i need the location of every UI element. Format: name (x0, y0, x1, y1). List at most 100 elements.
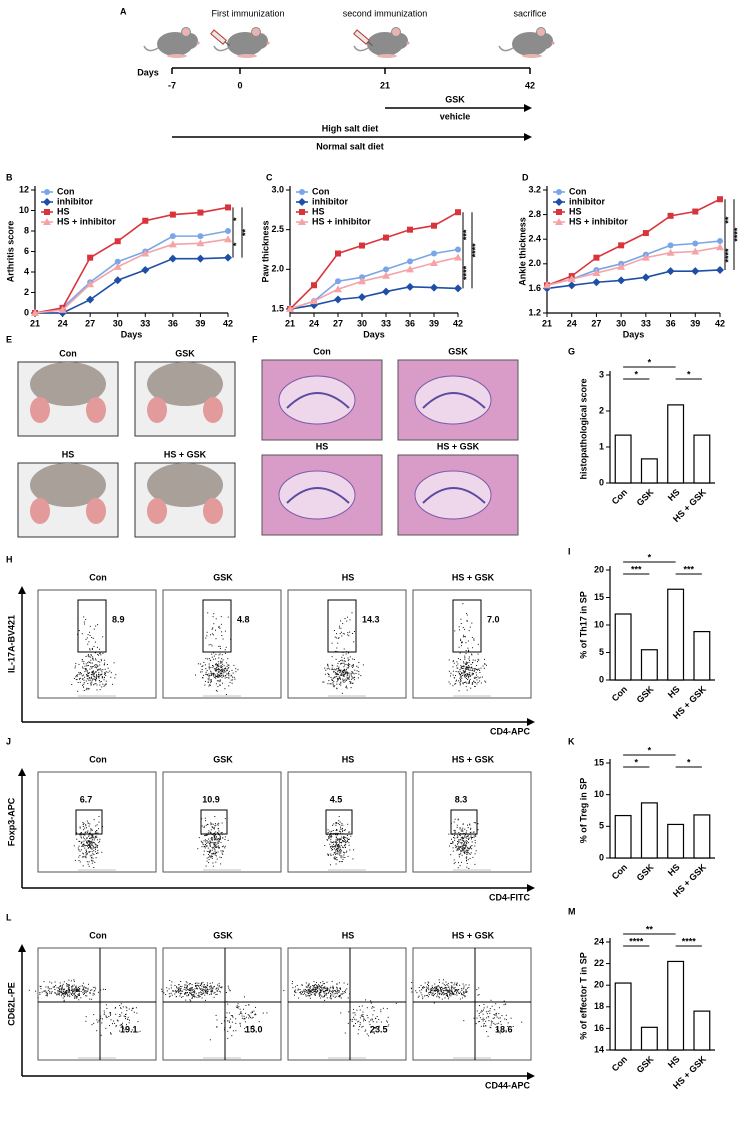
event-dot (440, 988, 441, 989)
event-dot (211, 645, 213, 647)
event-dot (441, 992, 443, 994)
event-dot (497, 1030, 499, 1032)
event-dot (332, 849, 334, 850)
event-dot (324, 673, 326, 675)
event-dot (352, 1012, 354, 1014)
event-dot (452, 660, 454, 662)
event-dot (177, 990, 179, 992)
event-dot (348, 659, 350, 660)
event-dot (336, 842, 338, 844)
event-dot (75, 989, 77, 991)
event-dot (220, 616, 222, 618)
event-dot (92, 637, 94, 639)
flow-plot (287, 947, 407, 1061)
event-dot (46, 995, 48, 997)
event-dot (347, 983, 348, 985)
event-dot (211, 653, 213, 655)
event-dot (66, 990, 68, 991)
event-dot (453, 993, 454, 995)
event-dot (248, 1004, 250, 1006)
event-dot (462, 636, 464, 638)
event-dot (324, 994, 326, 996)
event-dot (87, 840, 89, 842)
event-dot (85, 849, 87, 851)
event-dot (295, 986, 296, 988)
event-dot (184, 986, 185, 988)
event-dot (316, 988, 318, 989)
x-tick-label: 24 (309, 318, 319, 328)
event-dot (95, 658, 96, 660)
event-dot (89, 662, 91, 664)
significance: * (634, 757, 638, 767)
event-dot (209, 982, 211, 984)
event-dot (229, 681, 231, 683)
event-dot (336, 683, 338, 685)
event-dot (212, 666, 214, 668)
event-dot (208, 838, 210, 840)
event-dot (94, 836, 96, 838)
event-dot (125, 1018, 126, 1020)
event-dot (340, 674, 342, 676)
event-dot (218, 990, 220, 992)
event-dot (458, 626, 460, 628)
event-dot (459, 629, 460, 631)
event-dot (95, 683, 97, 684)
event-dot (469, 667, 471, 669)
event-dot (78, 986, 79, 988)
event-dot (343, 854, 345, 856)
marker (455, 209, 461, 216)
event-dot (330, 995, 332, 996)
event-dot (86, 845, 88, 846)
event-dot (351, 1020, 353, 1022)
event-dot (87, 683, 89, 684)
event-dot (102, 636, 104, 638)
paw (86, 397, 106, 423)
event-dot (465, 653, 467, 655)
event-dot (103, 685, 105, 687)
event-dot (482, 665, 484, 667)
event-dot (215, 831, 217, 833)
event-dot (208, 667, 210, 668)
event-dot (326, 993, 328, 994)
marker (407, 226, 413, 233)
event-dot (462, 683, 464, 685)
event-dot (472, 668, 474, 670)
event-dot (459, 998, 461, 1000)
event-dot (458, 992, 460, 994)
marker (431, 222, 437, 229)
event-dot (50, 992, 52, 994)
event-dot (104, 989, 106, 990)
event-dot (348, 674, 350, 676)
event-dot (217, 666, 219, 668)
x-tick-label: 30 (357, 318, 367, 328)
event-dot (454, 837, 456, 839)
x-tick-label: HS (666, 487, 682, 503)
event-dot (95, 846, 97, 848)
mouse-nose (406, 41, 410, 45)
event-dot (215, 837, 217, 839)
event-dot (213, 848, 215, 850)
event-dot (98, 828, 99, 830)
event-dot (96, 1019, 98, 1021)
event-dot (96, 667, 98, 669)
event-dot (220, 863, 222, 865)
event-dot (463, 848, 465, 850)
event-dot (65, 991, 67, 993)
event-dot (450, 991, 452, 993)
marker (58, 305, 67, 313)
event-dot (308, 985, 310, 987)
y-tick-label: 2.8 (528, 209, 541, 219)
event-dot (201, 988, 203, 990)
event-dot (337, 637, 339, 639)
event-dot (441, 998, 443, 1000)
event-dot (471, 653, 472, 655)
event-dot (488, 1020, 490, 1022)
event-dot (483, 667, 485, 669)
event-dot (67, 995, 69, 997)
event-dot (341, 850, 343, 852)
event-dot (201, 982, 202, 984)
event-dot (219, 835, 221, 837)
event-dot (89, 846, 91, 848)
event-dot (332, 669, 334, 671)
event-dot (68, 986, 70, 988)
